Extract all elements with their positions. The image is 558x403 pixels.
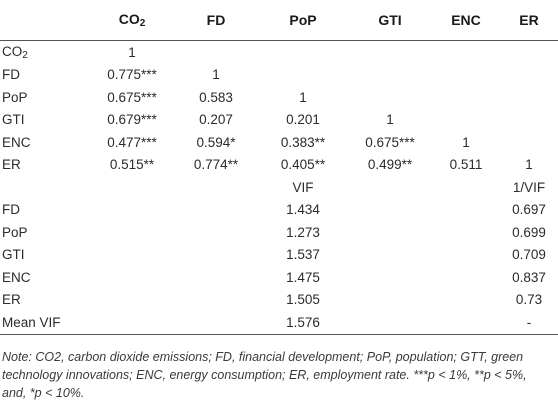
correlation-vif-table: CO2 FD PoP GTI ENC ER CO2 1 FD 0.775**: [0, 0, 558, 335]
row-label: GTI: [2, 247, 25, 263]
header-fd: FD: [174, 0, 258, 41]
inv-vif-header: 1/VIF: [512, 179, 546, 195]
cell: [258, 41, 348, 64]
cell: [348, 64, 432, 87]
cell: [500, 131, 558, 154]
row-label: PoP: [2, 89, 28, 105]
cell: [432, 86, 500, 109]
table-row: FD 0.775*** 1: [0, 64, 558, 87]
table-footnote: Note: CO2, carbon dioxide emissions; FD,…: [2, 350, 527, 400]
table-row: GTI 1.537 0.709: [0, 244, 558, 267]
row-label: Mean VIF: [0, 311, 90, 335]
cell: 0.675***: [107, 89, 157, 105]
cell: 0.477***: [107, 134, 157, 150]
cell: [348, 86, 432, 109]
table-row: PoP 0.675*** 0.583 1: [0, 86, 558, 109]
cell: [258, 64, 348, 87]
cell: 1: [525, 157, 533, 173]
vif-value: 1.537: [286, 247, 320, 263]
cell: 0.383**: [280, 134, 326, 150]
vif-header: VIF: [292, 179, 314, 195]
row-label: ER: [2, 157, 21, 173]
row-label: FD: [2, 202, 20, 218]
row-label: CO2: [2, 43, 28, 61]
row-label: ENC: [2, 134, 31, 150]
inv-vif-value: 0.709: [512, 247, 546, 263]
cell: 0.675***: [365, 134, 415, 150]
cell: 0.207: [199, 112, 233, 128]
cell: 0.511: [449, 157, 483, 173]
row-label: ENC: [2, 269, 31, 285]
table-row: PoP 1.273 0.699: [0, 221, 558, 244]
cell: 1: [128, 44, 136, 60]
cell: 0.775***: [107, 67, 157, 83]
row-label: PoP: [2, 224, 28, 240]
cell: 0.594*: [196, 134, 236, 150]
cell: 1: [386, 112, 394, 128]
table-header-row: CO2 FD PoP GTI ENC ER: [0, 0, 558, 41]
inv-vif-value: 0.837: [512, 269, 546, 285]
header-er: ER: [500, 0, 558, 41]
cell: 0.515**: [109, 157, 155, 173]
cell: [174, 41, 258, 64]
vif-value: 1.505: [286, 292, 320, 308]
inv-vif-value: 0.699: [512, 224, 546, 240]
cell: 0.774**: [193, 157, 239, 173]
vif-header-row: VIF 1/VIF: [0, 176, 558, 199]
table-row: FD 1.434 0.697: [0, 199, 558, 222]
row-label: GTI: [2, 112, 25, 128]
vif-value: 1.475: [286, 269, 320, 285]
cell: 0.405**: [280, 157, 326, 173]
row-label: ER: [2, 292, 21, 308]
table-row: ER 0.515** 0.774** 0.405** 0.499** 0.511…: [0, 154, 558, 177]
vif-value: 1.273: [286, 224, 320, 240]
table-row: ENC 0.477*** 0.594* 0.383** 0.675*** 1: [0, 131, 558, 154]
table-row: ENC 1.475 0.837: [0, 266, 558, 289]
cell: [500, 64, 558, 87]
cell: 0.583: [199, 89, 233, 105]
cell: 1: [299, 89, 307, 105]
header-co2: CO2: [90, 0, 174, 41]
cell: 0.499**: [367, 157, 413, 173]
inv-vif-value: -: [500, 311, 558, 335]
cell: 0.679***: [107, 112, 157, 128]
vif-value: 1.576: [258, 311, 348, 335]
cell: [348, 41, 432, 64]
header-corner-cell: [0, 0, 90, 41]
header-pop: PoP: [258, 0, 348, 41]
cell: [500, 109, 558, 132]
cell: [432, 64, 500, 87]
cell: 1: [212, 67, 220, 83]
header-gti: GTI: [348, 0, 432, 41]
cell: [432, 109, 500, 132]
cell: [500, 41, 558, 64]
cell: 1: [462, 134, 470, 150]
vif-value: 1.434: [286, 202, 320, 218]
table-row: ER 1.505 0.73: [0, 289, 558, 312]
table-row: GTI 0.679*** 0.207 0.201 1: [0, 109, 558, 132]
table-row: CO2 1: [0, 41, 558, 64]
header-enc: ENC: [432, 0, 500, 41]
cell: 0.201: [286, 112, 320, 128]
row-label: FD: [2, 67, 20, 83]
inv-vif-value: 0.73: [515, 292, 543, 308]
cell: [500, 86, 558, 109]
cell: [432, 41, 500, 64]
table-row: Mean VIF 1.576 -: [0, 311, 558, 335]
inv-vif-value: 0.697: [512, 202, 546, 218]
